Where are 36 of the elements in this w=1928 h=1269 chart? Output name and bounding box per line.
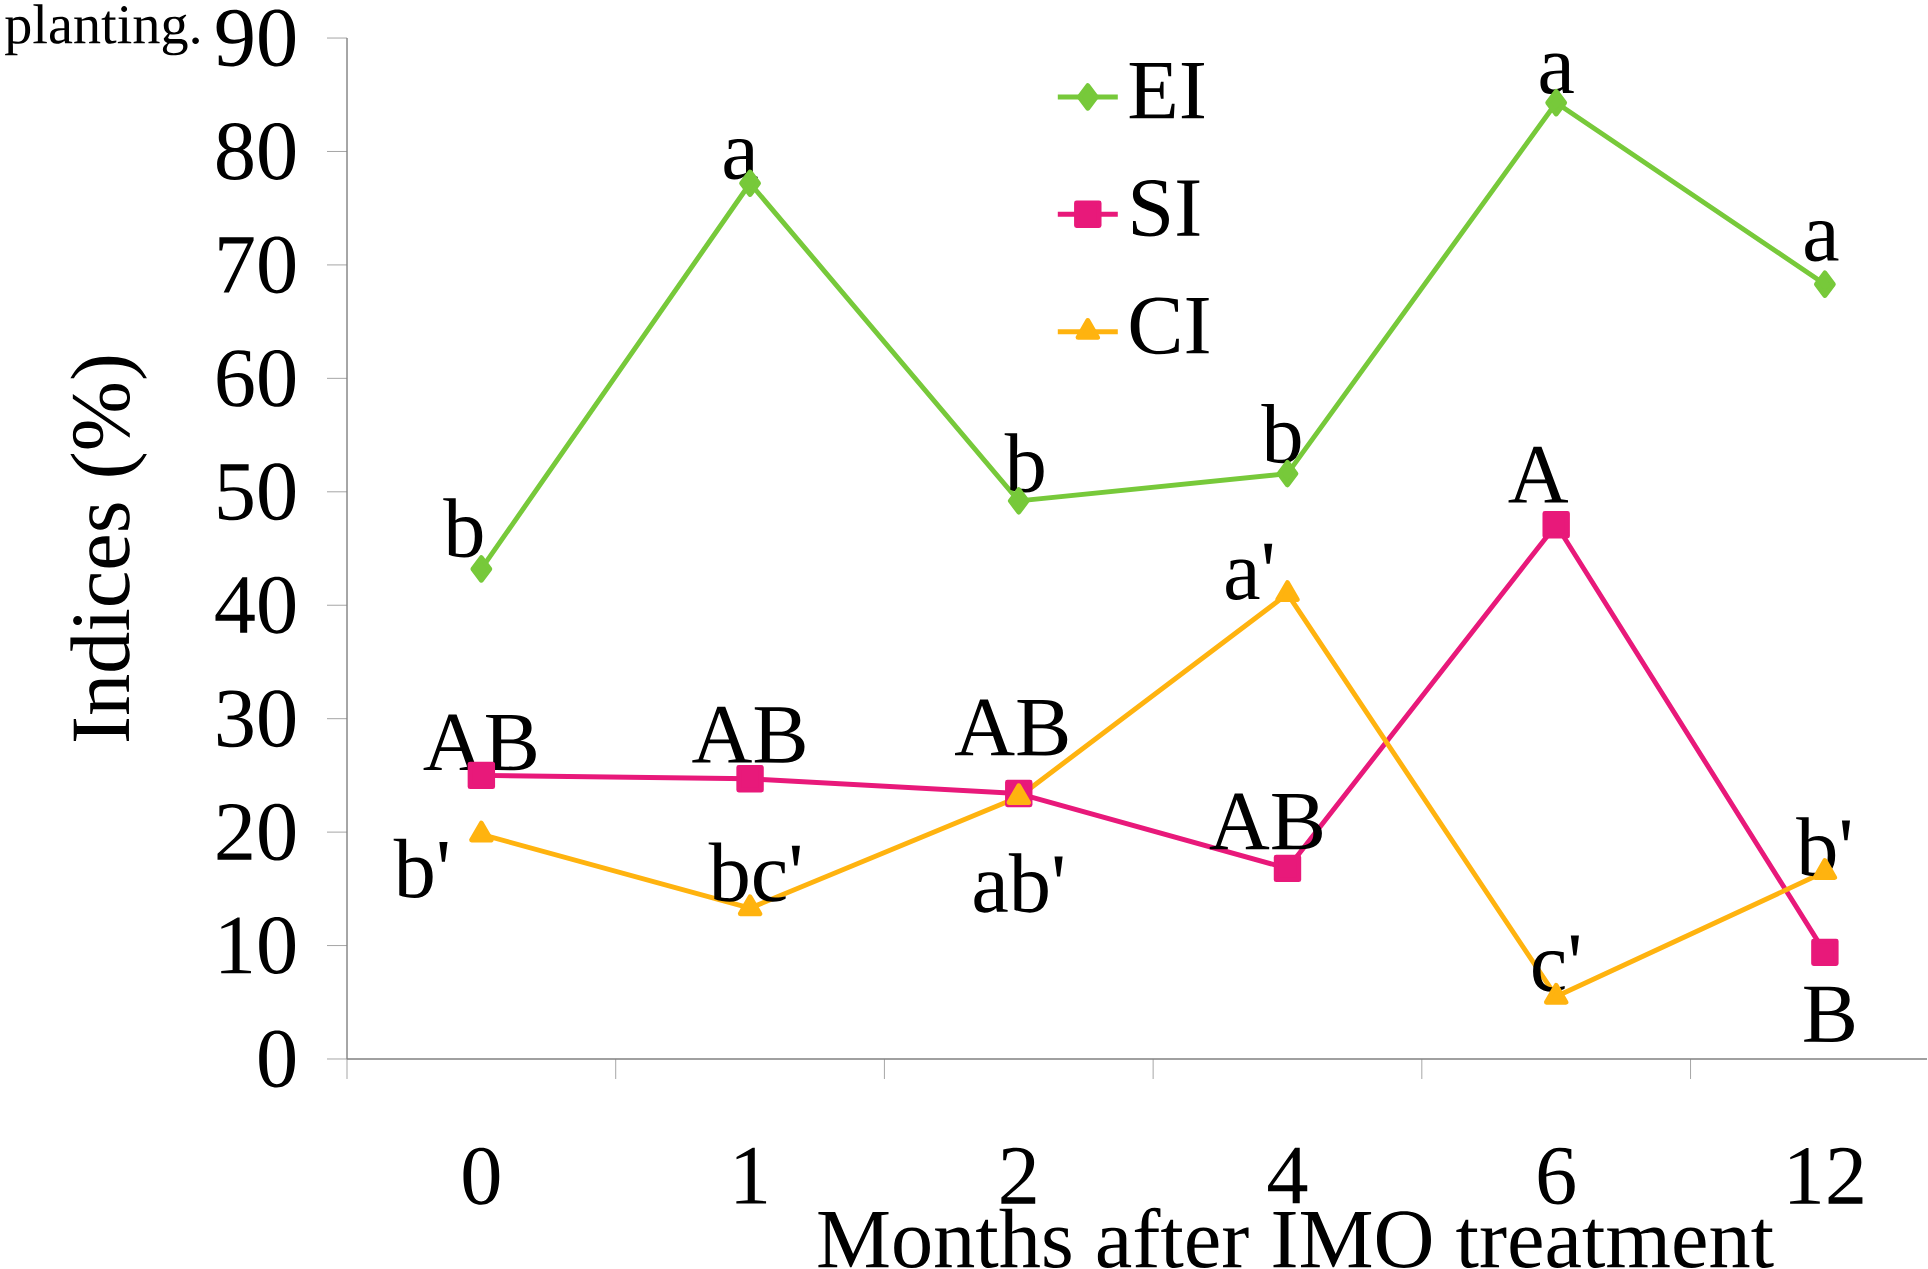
y-tick-label: 50 <box>218 463 295 521</box>
annotation: ab' <box>974 853 1063 913</box>
y-tick-label: 30 <box>217 690 295 748</box>
y-tick-label: 70 <box>219 236 295 294</box>
annotation: a <box>1805 221 1839 262</box>
x-tick-label: 6 <box>1538 1147 1575 1205</box>
x-tick-label: 2 <box>1001 1147 1036 1204</box>
y-tick-label: 20 <box>217 803 295 861</box>
annotation: B <box>1804 986 1854 1043</box>
x-tick-label: 12 <box>1790 1147 1863 1204</box>
y-tick-label: 10 <box>221 917 295 975</box>
y-tick-label: 90 <box>216 9 295 67</box>
y-tick-label: 80 <box>217 123 295 180</box>
annotation: AB <box>1209 793 1322 850</box>
y-tick-label: 40 <box>215 576 295 634</box>
annotation: b' <box>393 838 448 899</box>
x-tick-label: 4 <box>1268 1147 1308 1204</box>
annotation: b <box>443 498 483 558</box>
legend-label: SI <box>1132 179 1200 237</box>
x-axis-title: Months after IMO treatment <box>818 1207 1774 1269</box>
annotation: b <box>1261 403 1301 464</box>
annotation: AB <box>955 699 1068 756</box>
text: planting. <box>5 4 199 56</box>
annotation: A <box>1508 446 1569 503</box>
y-axis-title: Indices (%) <box>70 356 147 742</box>
legend-label: EI <box>1129 63 1204 119</box>
annotation: a' <box>1226 543 1273 600</box>
x-tick-label: 0 <box>463 1147 500 1205</box>
annotation: a <box>1540 53 1574 94</box>
annotation: b <box>1004 433 1044 493</box>
x-tick-label: 1 <box>736 1147 767 1204</box>
y-tick-label: 0 <box>259 1030 295 1088</box>
annotation: bc' <box>708 842 800 902</box>
legend-label: CI <box>1130 297 1209 355</box>
annotation: AB <box>692 706 805 763</box>
y-tick-label: 60 <box>217 349 295 407</box>
